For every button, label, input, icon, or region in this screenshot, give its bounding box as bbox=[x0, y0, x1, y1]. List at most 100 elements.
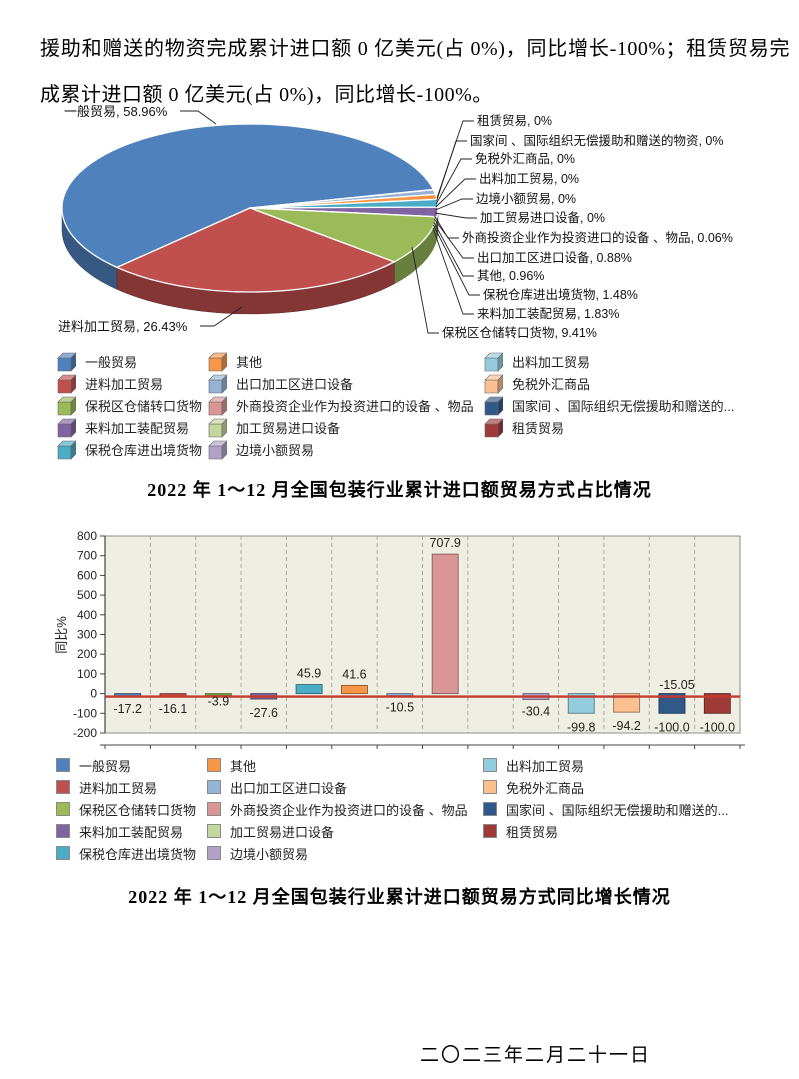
y-tick-label: -200 bbox=[73, 726, 97, 740]
legend-cube-swatch bbox=[208, 418, 227, 438]
legend-item: 其他 bbox=[207, 754, 468, 776]
pie-callout-line bbox=[433, 221, 474, 277]
legend-item: 租赁贸易 bbox=[483, 820, 728, 842]
bar-value-label-12: -100.0 bbox=[654, 720, 689, 734]
legend-item: 外商投资企业作为投资进口的设备 、物品 bbox=[207, 394, 474, 416]
legend-item: 国家间 、国际组织无偿援助和赠送的... bbox=[483, 394, 734, 416]
legend-cube-swatch bbox=[484, 352, 503, 372]
legend-item: 出料加工贸易 bbox=[483, 350, 734, 372]
legend-color-swatch bbox=[207, 758, 221, 772]
legend-color-swatch bbox=[207, 802, 221, 816]
pie-callout-line bbox=[432, 224, 480, 296]
y-tick-label: 300 bbox=[77, 628, 97, 642]
legend-item: 边境小额贸易 bbox=[207, 438, 474, 460]
pie-callout-label: 外商投资企业作为投资进口的设备 、物品, 0.06% bbox=[462, 230, 733, 245]
legend-cube-swatch bbox=[57, 374, 76, 394]
bar-11 bbox=[613, 693, 641, 713]
legend-cube-swatch bbox=[208, 352, 227, 372]
legend-label: 租赁贸易 bbox=[506, 824, 559, 840]
legend-cube-swatch bbox=[57, 418, 76, 438]
legend-label: 其他 bbox=[230, 758, 257, 774]
pie-callout-label: 加工贸易进口设备, 0% bbox=[480, 210, 605, 225]
pie-legend: 一般贸易 进料加工贸易 保税区仓储转口货物 来料加工装配贸易 保税仓库进出境货物 其他 出口… bbox=[0, 350, 799, 462]
legend-item: 来料加工装配贸易 bbox=[56, 820, 196, 842]
pie-callout-label: 边境小额贸易, 0% bbox=[476, 191, 576, 206]
pie-callout-label: 一般贸易, 58.96% bbox=[64, 104, 168, 119]
legend-cube-swatch bbox=[484, 374, 503, 394]
y-tick-label: 500 bbox=[77, 588, 97, 602]
legend-item: 一般贸易 bbox=[56, 350, 202, 372]
bar-chart: 800 700 600 500 400 300 200 100 0 -100 -200 同比% -15.… bbox=[54, 529, 745, 749]
bar-10 bbox=[567, 693, 595, 714]
pie-callout-line bbox=[434, 212, 477, 219]
legend-label: 租赁贸易 bbox=[512, 420, 565, 436]
legend-item: 进料加工贸易 bbox=[56, 372, 202, 394]
legend-label: 出口加工区进口设备 bbox=[236, 376, 354, 392]
legend-color-swatch bbox=[207, 846, 221, 860]
legend-color-swatch bbox=[483, 802, 497, 816]
legend-cube-swatch bbox=[57, 352, 76, 372]
bar-value-label-4: 45.9 bbox=[297, 667, 321, 681]
y-tick-label: 400 bbox=[77, 608, 97, 622]
legend-cube-swatch bbox=[57, 396, 76, 416]
legend-color-swatch bbox=[483, 758, 497, 772]
bar-5 bbox=[341, 684, 368, 695]
bar-2 bbox=[204, 693, 232, 696]
legend-cube-swatch bbox=[484, 418, 503, 438]
legend-cube-swatch bbox=[208, 440, 227, 460]
legend-color-swatch bbox=[56, 802, 70, 816]
pie-callout-line bbox=[435, 178, 476, 208]
bar-value-label-11: -94.2 bbox=[612, 719, 641, 733]
legend-color-swatch bbox=[207, 824, 221, 838]
pie-callout-line bbox=[200, 306, 243, 327]
pie-callout-line bbox=[436, 120, 474, 199]
legend-item: 出口加工区进口设备 bbox=[207, 372, 474, 394]
bar-value-label-1: -16.1 bbox=[159, 702, 188, 716]
pie-callout-label: 保税区仓储转口货物, 9.41% bbox=[442, 325, 597, 340]
pie-callout-label: 进料加工贸易, 26.43% bbox=[58, 319, 188, 334]
pie-callout-line bbox=[411, 246, 439, 334]
bar-legend: 一般贸易 进料加工贸易 保税区仓储转口货物 来料加工装配贸易 保税仓库进出境货物 其他 出口… bbox=[0, 754, 799, 866]
pie-callout-label: 保税仓库进出境货物, 1.48% bbox=[483, 287, 638, 302]
pie-callout-line bbox=[432, 227, 474, 315]
bar-value-label-2: -3.9 bbox=[208, 694, 230, 708]
pie-callout-label: 免税外汇商品, 0% bbox=[475, 151, 575, 166]
bar-chart-title: 2022 年 1～12 月全国包装行业累计进口额贸易方式同比增长情况 bbox=[128, 887, 671, 907]
bar-13 bbox=[703, 693, 731, 714]
legend-label: 加工贸易进口设备 bbox=[230, 824, 335, 840]
bar-value-label-0: -17.2 bbox=[113, 702, 142, 716]
legend-item: 进料加工贸易 bbox=[56, 776, 196, 798]
pie-callout-label: 来料加工装配贸易, 1.83% bbox=[477, 307, 619, 321]
legend-label: 一般贸易 bbox=[79, 758, 132, 774]
bar-7 bbox=[431, 553, 459, 695]
legend-item: 其他 bbox=[207, 350, 474, 372]
legend-item: 外商投资企业作为投资进口的设备 、物品 bbox=[207, 798, 468, 820]
legend-cube-swatch bbox=[208, 374, 227, 394]
reference-line-label: -15.05 bbox=[659, 678, 694, 692]
pie-chart-title: 2022 年 1～12 月全国包装行业累计进口额贸易方式占比情况 bbox=[147, 480, 652, 500]
legend-label: 外商投资企业作为投资进口的设备 、物品 bbox=[230, 802, 468, 818]
y-tick-label: 600 bbox=[77, 568, 97, 582]
legend-item: 边境小额贸易 bbox=[207, 842, 468, 864]
y-tick-label: -100 bbox=[73, 706, 97, 720]
legend-label: 出口加工区进口设备 bbox=[230, 780, 348, 796]
pie-callout-label: 其他, 0.96% bbox=[477, 269, 544, 283]
y-axis-title: 同比% bbox=[54, 616, 69, 654]
pie-callout-label: 出口加工区进口设备, 0.88% bbox=[477, 250, 632, 265]
legend-label: 加工贸易进口设备 bbox=[236, 420, 341, 436]
bar-value-label-9: -30.4 bbox=[522, 705, 551, 719]
legend-label: 其他 bbox=[236, 354, 263, 370]
bar-value-label-6: -10.5 bbox=[386, 701, 415, 715]
legend-color-swatch bbox=[56, 780, 70, 794]
y-tick-label: 0 bbox=[90, 687, 97, 701]
legend-label: 来料加工装配贸易 bbox=[79, 824, 184, 840]
bar-value-label-7: 707.9 bbox=[430, 536, 461, 550]
legend-item: 租赁贸易 bbox=[483, 416, 734, 438]
legend-label: 保税区仓储转口货物 bbox=[79, 802, 197, 818]
legend-item: 一般贸易 bbox=[56, 754, 196, 776]
legend-column: 出料加工贸易 免税外汇商品 国家间 、国际组织无偿援助和赠送的... 租赁贸易 bbox=[483, 350, 734, 438]
bar-4 bbox=[295, 684, 323, 695]
pie-callout-line bbox=[435, 158, 472, 205]
legend-column: 出料加工贸易 免税外汇商品 国家间 、国际组织无偿援助和赠送的... 租赁贸易 bbox=[483, 754, 728, 842]
